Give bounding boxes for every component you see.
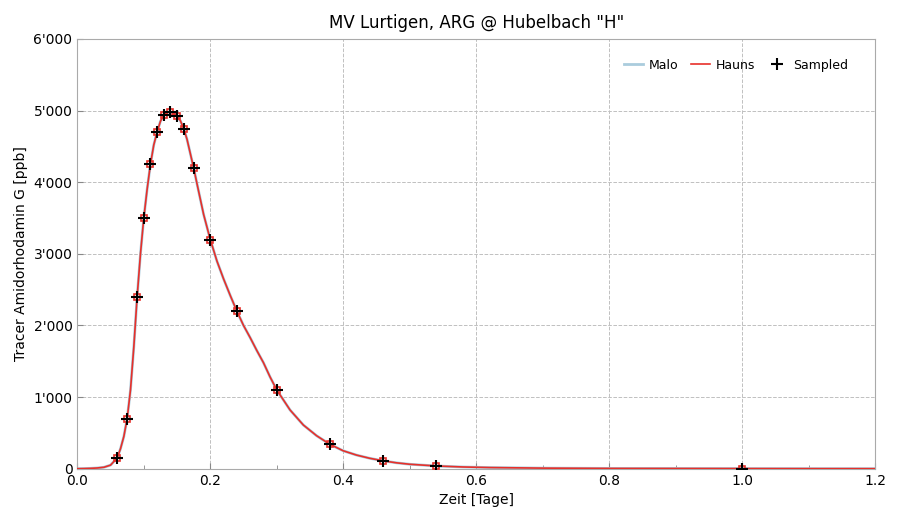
Sampled bbox=[737, 465, 748, 472]
Line: Sampled: Sampled bbox=[112, 106, 748, 474]
Sampled bbox=[205, 237, 216, 243]
Hauns bbox=[145, 161, 156, 167]
Sampled bbox=[178, 126, 189, 132]
Sampled bbox=[122, 415, 132, 421]
Sampled bbox=[188, 165, 199, 171]
Sampled bbox=[231, 308, 242, 314]
Hauns bbox=[869, 466, 880, 472]
Title: MV Lurtigen, ARG @ Hubelbach "H": MV Lurtigen, ARG @ Hubelbach "H" bbox=[328, 14, 624, 32]
Malo bbox=[245, 334, 256, 341]
Malo bbox=[145, 161, 156, 167]
Hauns bbox=[245, 334, 256, 341]
Sampled bbox=[272, 387, 283, 393]
Hauns bbox=[105, 462, 116, 468]
Sampled bbox=[172, 113, 183, 119]
Hauns bbox=[162, 109, 173, 115]
Sampled bbox=[325, 441, 336, 448]
Sampled bbox=[165, 109, 176, 115]
Malo bbox=[457, 464, 468, 470]
Sampled bbox=[378, 457, 389, 464]
Sampled bbox=[158, 112, 169, 118]
Sampled bbox=[131, 294, 142, 300]
Line: Hauns: Hauns bbox=[77, 112, 875, 469]
Hauns bbox=[72, 466, 83, 472]
Hauns bbox=[198, 212, 209, 218]
Sampled bbox=[152, 129, 163, 135]
X-axis label: Zeit [Tage]: Zeit [Tage] bbox=[438, 493, 514, 507]
Sampled bbox=[145, 161, 156, 167]
Hauns bbox=[457, 464, 468, 470]
Sampled bbox=[139, 215, 149, 221]
Legend: Malo, Hauns, Sampled: Malo, Hauns, Sampled bbox=[619, 54, 853, 77]
Malo bbox=[162, 109, 173, 115]
Malo bbox=[105, 462, 116, 468]
Malo bbox=[198, 212, 209, 218]
Malo bbox=[869, 466, 880, 472]
Malo bbox=[72, 466, 83, 472]
Y-axis label: Tracer Amidorhodamin G [ppb]: Tracer Amidorhodamin G [ppb] bbox=[14, 146, 28, 361]
Line: Malo: Malo bbox=[77, 112, 875, 469]
Malo bbox=[131, 294, 142, 300]
Sampled bbox=[431, 463, 442, 469]
Hauns bbox=[131, 294, 142, 300]
Sampled bbox=[112, 455, 122, 461]
